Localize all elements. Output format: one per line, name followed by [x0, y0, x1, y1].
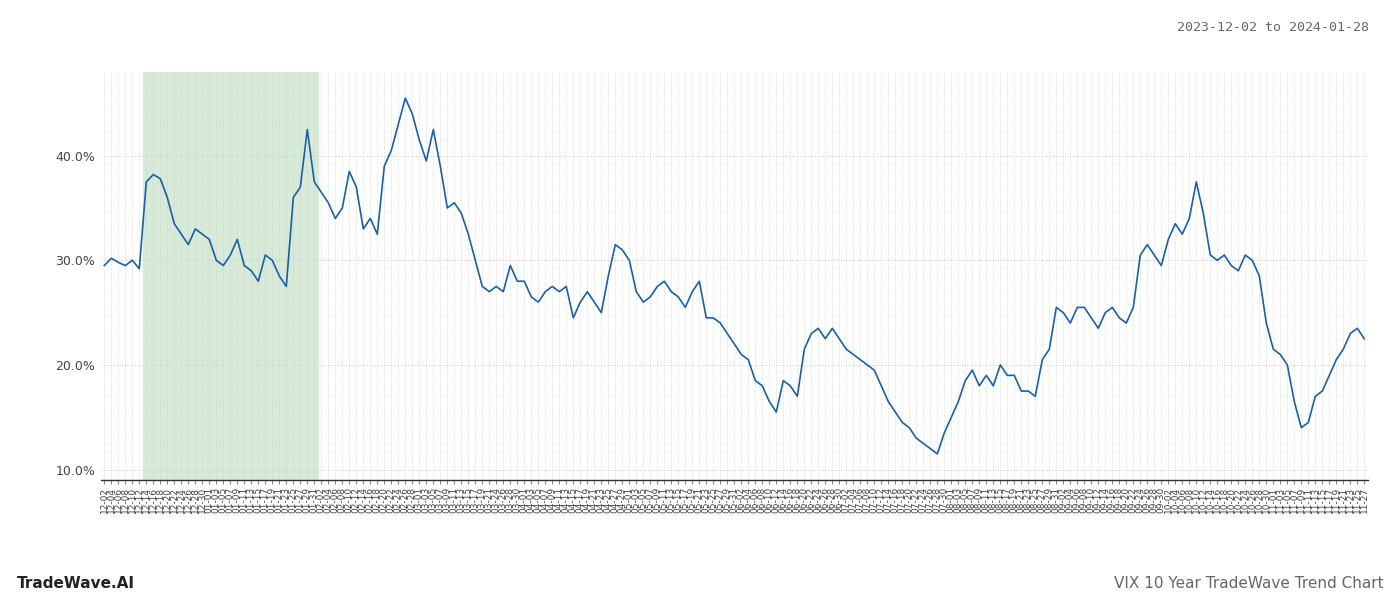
Text: TradeWave.AI: TradeWave.AI — [17, 576, 134, 591]
Bar — [143, 72, 318, 480]
Text: 2023-12-02 to 2024-01-28: 2023-12-02 to 2024-01-28 — [1177, 21, 1369, 34]
Text: VIX 10 Year TradeWave Trend Chart: VIX 10 Year TradeWave Trend Chart — [1113, 576, 1383, 591]
